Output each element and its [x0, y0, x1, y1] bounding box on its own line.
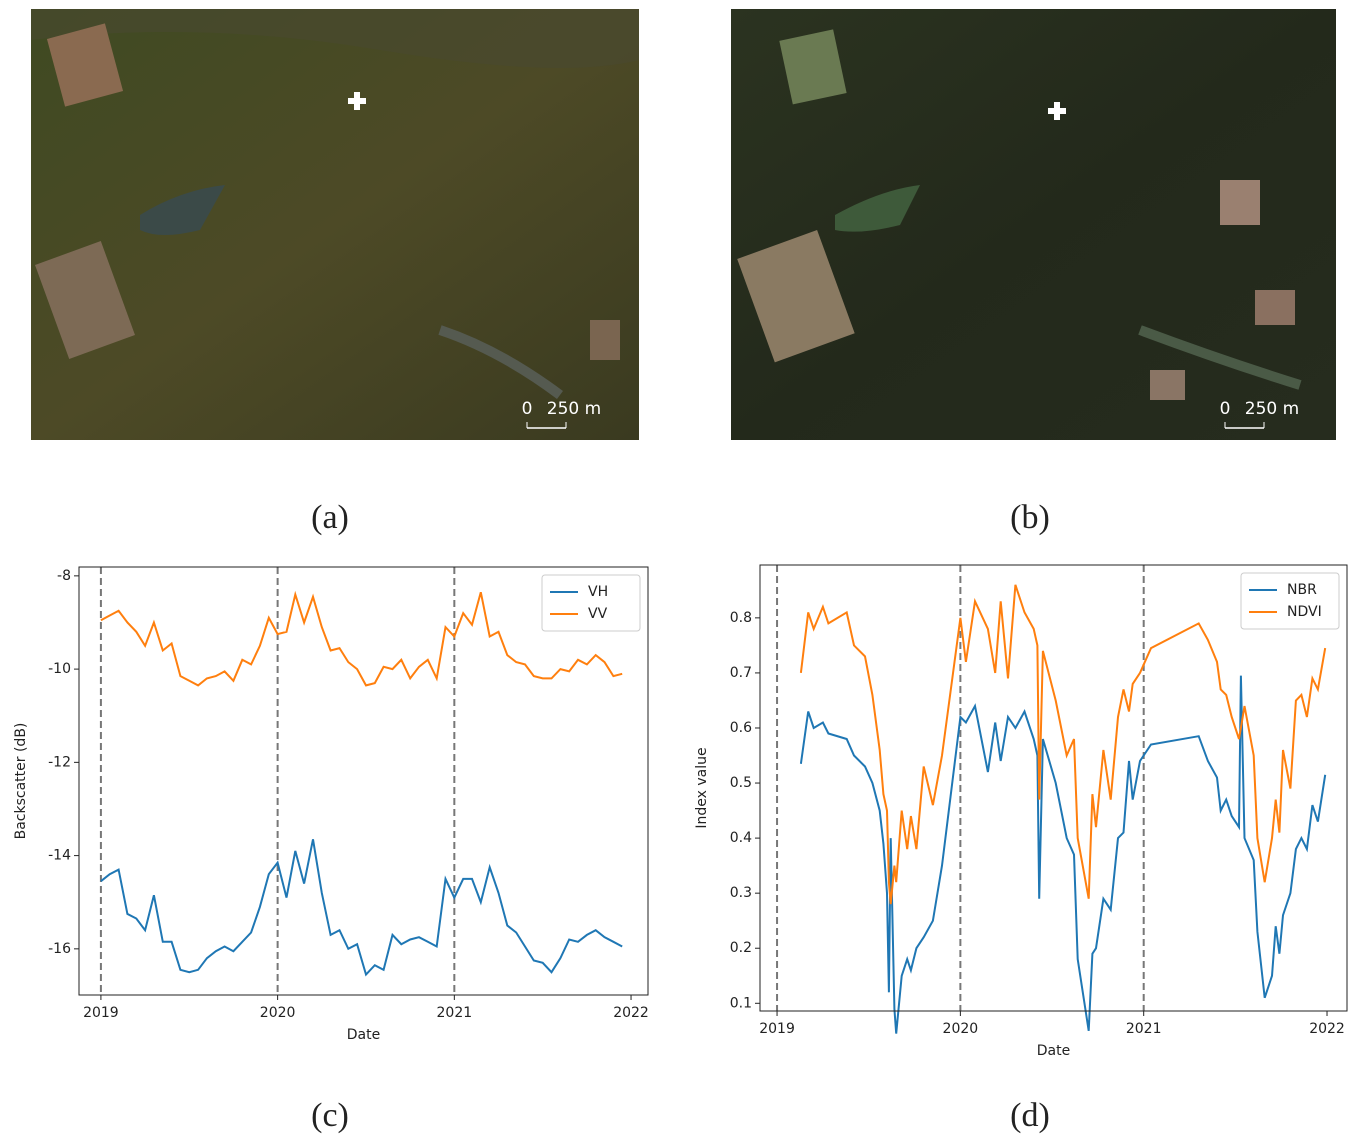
y-tick-label: 0.1	[730, 995, 752, 1011]
caption: (b)	[1010, 499, 1050, 536]
scale-length: 250 m	[1245, 399, 1299, 419]
axes-frame	[759, 564, 1348, 1012]
y-tick-label: -16	[48, 941, 71, 957]
scale-start: 0	[1220, 399, 1231, 419]
x-axis-label: Date	[347, 1027, 380, 1043]
y-tick-label: -12	[48, 754, 71, 770]
y-tick-label: -8	[57, 568, 71, 584]
legend-label: VH	[588, 584, 608, 600]
legend-label: NBR	[1287, 582, 1317, 598]
legend-box	[1240, 572, 1340, 630]
x-tick-label: 2022	[613, 1005, 649, 1021]
x-tick-label: 2022	[1309, 1021, 1345, 1037]
scale-start: 0	[522, 399, 533, 419]
x-tick-label: 2019	[759, 1021, 795, 1037]
satellite-image-a: 0 250 m	[31, 9, 639, 440]
y-tick-label: 0.7	[730, 665, 752, 681]
legend-label: VV	[588, 606, 608, 622]
y-axis-label: Backscatter (dB)	[13, 723, 29, 840]
y-tick-label: 0.2	[730, 940, 752, 956]
data-line	[100, 839, 623, 977]
x-tick-label: 2021	[437, 1005, 473, 1021]
x-tick-label: 2019	[83, 1005, 119, 1021]
y-tick-label: 0.4	[730, 830, 752, 846]
y-axis-label: Index value	[694, 747, 710, 828]
caption: (c)	[311, 1097, 349, 1134]
x-tick-label: 2020	[943, 1021, 979, 1037]
axes-frame	[78, 566, 649, 996]
data-line	[799, 584, 1327, 905]
caption: (a)	[311, 499, 349, 536]
x-axis-label: Date	[1037, 1043, 1070, 1059]
y-tick-label: 0.6	[730, 720, 752, 736]
scale-length: 250 m	[547, 399, 601, 419]
y-tick-label: -10	[48, 661, 71, 677]
data-line	[100, 590, 623, 687]
legend-box	[541, 574, 641, 632]
data-line	[799, 675, 1327, 1034]
x-tick-label: 2020	[260, 1005, 296, 1021]
y-tick-label: 0.5	[730, 775, 752, 791]
y-tick-label: -14	[48, 848, 71, 864]
y-tick-label: 0.3	[730, 885, 752, 901]
satellite-image-b: 0 250 m	[731, 9, 1336, 440]
y-tick-label: 0.8	[730, 610, 752, 626]
x-tick-label: 2021	[1126, 1021, 1162, 1037]
caption: (d)	[1010, 1097, 1050, 1134]
legend-label: NDVI	[1287, 604, 1322, 620]
